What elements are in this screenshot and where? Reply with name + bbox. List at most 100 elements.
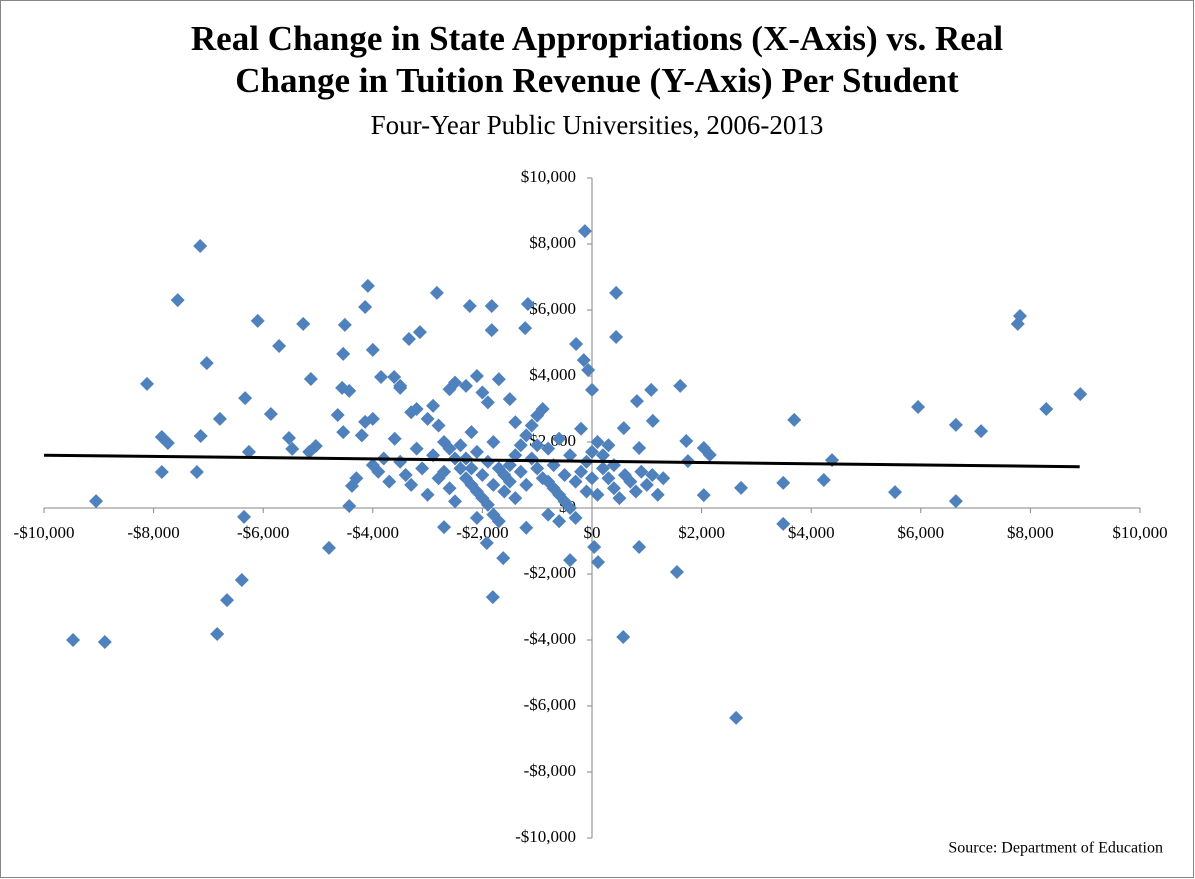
data-point: [568, 474, 583, 489]
x-tick-label: -$8,000: [127, 523, 179, 542]
data-point: [616, 421, 631, 436]
data-point: [535, 471, 550, 486]
data-point: [816, 472, 831, 487]
data-point: [429, 285, 444, 300]
data-point: [776, 475, 791, 490]
data-point: [650, 487, 665, 502]
data-point: [469, 510, 484, 525]
data-point: [486, 435, 501, 449]
y-tick-label: $8,000: [529, 233, 576, 252]
data-point: [485, 590, 500, 605]
data-point: [519, 477, 534, 492]
data-point: [453, 438, 468, 453]
data-point: [365, 342, 380, 357]
source-note: Source: Department of Education: [948, 840, 1163, 857]
data-point: [431, 418, 446, 433]
data-point: [453, 461, 468, 476]
data-point: [518, 321, 533, 336]
data-point: [609, 285, 624, 300]
y-tick-label: -$4,000: [524, 629, 576, 648]
data-point: [491, 461, 506, 476]
data-point: [576, 353, 591, 368]
data-point: [519, 520, 534, 535]
data-point: [585, 382, 599, 397]
y-tick-label: $4,000: [529, 365, 576, 384]
data-point: [189, 465, 204, 480]
data-point: [398, 468, 413, 482]
data-point: [491, 514, 506, 529]
data-point: [1010, 316, 1025, 331]
data-point: [365, 411, 380, 426]
data-point: [729, 710, 744, 725]
data-point: [563, 501, 578, 515]
chart-title: Change in Tuition Revenue (Y-Axis) Per S…: [235, 61, 959, 100]
x-tick-label: -$4,000: [347, 523, 399, 542]
data-point: [519, 428, 534, 443]
data-point: [442, 481, 457, 496]
data-point: [508, 448, 523, 463]
data-point: [302, 444, 317, 459]
data-point: [508, 491, 523, 506]
chart-subtitle: Four-Year Public Universities, 2006-2013: [371, 110, 824, 140]
data-point: [420, 487, 435, 502]
data-point: [623, 474, 638, 489]
chart-title: Real Change in State Appropriations (X-A…: [191, 19, 1003, 58]
data-point: [469, 444, 484, 459]
data-point: [160, 435, 175, 450]
data-point: [734, 480, 749, 495]
data-point: [420, 411, 435, 426]
data-point: [193, 429, 208, 444]
data-point: [563, 448, 578, 463]
data-point: [412, 325, 427, 340]
data-point: [241, 444, 256, 459]
data-point: [1039, 402, 1054, 416]
data-point: [520, 297, 535, 312]
data-point: [974, 424, 989, 439]
data-point: [66, 633, 81, 647]
x-tick-label: $4,000: [788, 523, 835, 542]
data-point: [210, 627, 225, 642]
data-point: [581, 363, 596, 378]
data-point: [365, 458, 380, 473]
data-point: [484, 323, 499, 338]
data-point: [387, 369, 402, 384]
data-point: [442, 441, 457, 456]
data-point: [336, 425, 351, 440]
y-tick-label: -$8,000: [524, 761, 576, 780]
data-point: [513, 464, 528, 479]
data-point: [234, 572, 249, 587]
data-point: [496, 551, 511, 566]
data-point: [97, 634, 112, 649]
data-point: [458, 378, 473, 393]
data-point: [639, 477, 654, 492]
data-point: [609, 330, 624, 345]
data-point: [374, 369, 389, 384]
data-point: [577, 224, 592, 239]
data-point: [502, 392, 517, 407]
data-point: [342, 499, 357, 514]
data-point: [199, 356, 214, 371]
data-point: [409, 441, 424, 456]
x-tick-label: $10,000: [1112, 523, 1167, 542]
y-tick-label: -$10,000: [515, 827, 576, 846]
data-point: [404, 477, 419, 492]
data-point: [508, 415, 523, 430]
data-point: [632, 539, 647, 554]
data-point: [590, 487, 605, 502]
data-point: [656, 471, 671, 486]
data-point: [541, 507, 556, 522]
trendline: [43, 453, 1080, 469]
data-point: [480, 454, 495, 469]
data-point: [393, 378, 408, 393]
data-point: [426, 398, 441, 413]
data-point: [579, 484, 594, 499]
data-point: [263, 406, 278, 421]
data-point: [616, 630, 631, 645]
y-tick-label: $10,000: [521, 167, 576, 186]
data-point: [574, 421, 589, 436]
data-point: [595, 461, 610, 476]
data-point: [448, 494, 462, 509]
data-point: [585, 471, 599, 486]
data-point: [238, 391, 253, 406]
